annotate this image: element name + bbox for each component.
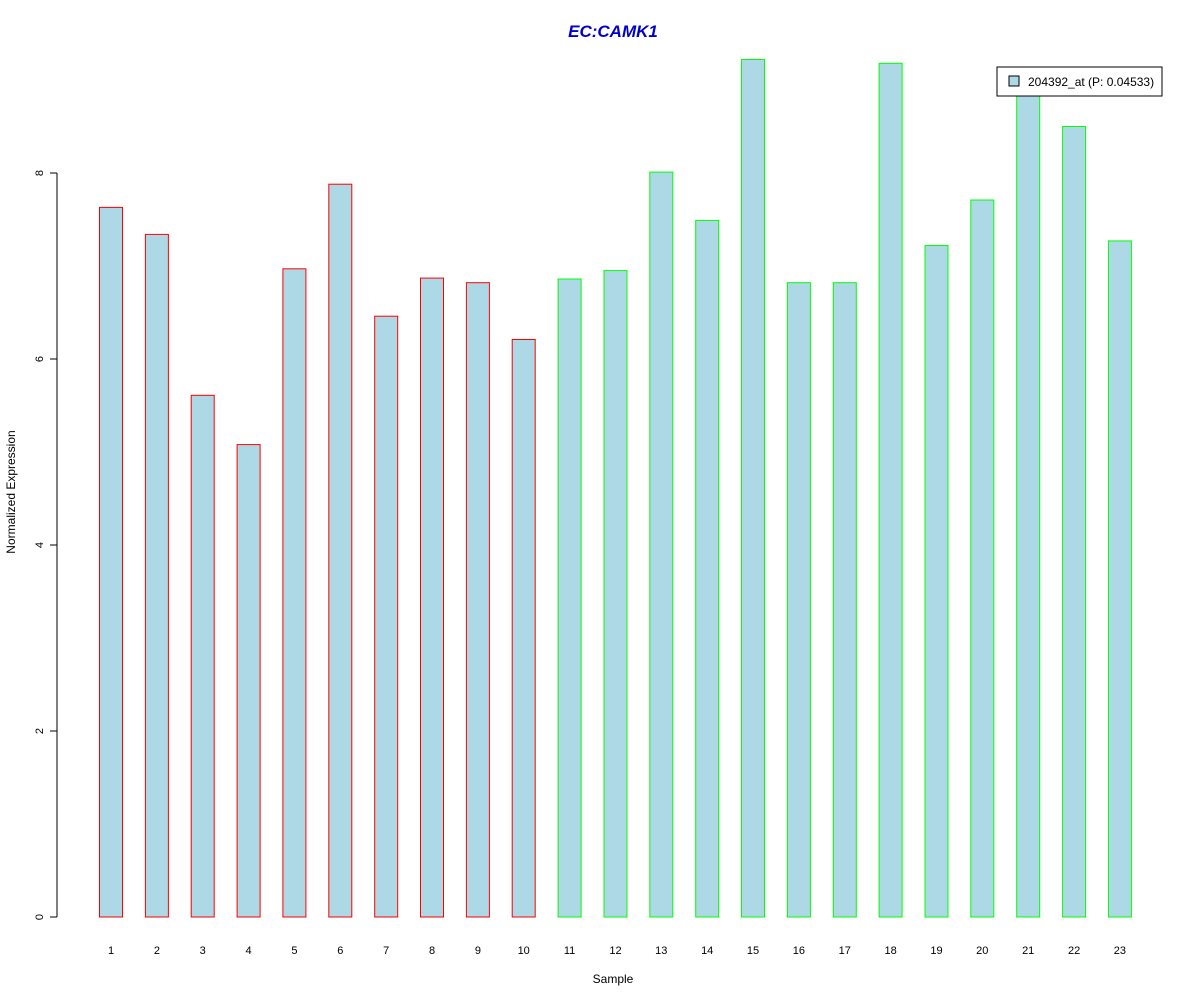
- bar-sample-4: [236, 444, 261, 918]
- bar-sample-10: [511, 339, 536, 918]
- bar-sample-3: [190, 394, 215, 918]
- bars-group: [99, 59, 1132, 918]
- x-tick-label-9: 9: [475, 945, 481, 957]
- bar-sample-15: [741, 59, 765, 918]
- x-tick-label-16: 16: [793, 945, 805, 957]
- y-tick-label: 4: [34, 542, 46, 548]
- x-tick-label-23: 23: [1114, 945, 1126, 957]
- bar-sample-13: [649, 171, 674, 918]
- x-tick-label-14: 14: [701, 945, 713, 957]
- bar-sample-16: [786, 282, 811, 918]
- legend-swatch: [1008, 75, 1020, 87]
- y-axis-label: Normalized Expression: [4, 430, 18, 553]
- x-tick-label-12: 12: [609, 945, 621, 957]
- bar-sample-9: [465, 282, 490, 918]
- bar-sample-23: [1107, 240, 1132, 918]
- bar-sample-7: [374, 315, 399, 918]
- legend-label: 204392_at (P: 0.04533): [1028, 75, 1154, 89]
- x-tick-label-11: 11: [564, 945, 575, 957]
- legend: 204392_at (P: 0.04533): [996, 66, 1163, 97]
- x-axis-label: Sample: [593, 972, 634, 986]
- x-tick-label-1: 1: [108, 945, 114, 957]
- y-axis: 0 2 4 6 8: [34, 170, 58, 920]
- x-tick-label-4: 4: [246, 945, 252, 957]
- y-tick-label: 6: [34, 356, 46, 362]
- x-tick-label-13: 13: [655, 945, 667, 957]
- bar-sample-22: [1062, 126, 1087, 918]
- x-tick-label-17: 17: [839, 945, 851, 957]
- x-tick-label-5: 5: [291, 945, 297, 957]
- x-tick-label-18: 18: [884, 945, 896, 957]
- bar-sample-19: [924, 245, 949, 918]
- bar-sample-5: [282, 268, 307, 918]
- bar-sample-1: [99, 206, 123, 918]
- x-tick-label-3: 3: [200, 945, 206, 957]
- bar-sample-2: [144, 233, 169, 918]
- x-tick-label-21: 21: [1022, 945, 1034, 957]
- bar-sample-12: [603, 270, 628, 918]
- bar-sample-8: [420, 277, 444, 918]
- bar-sample-21: [1016, 86, 1041, 918]
- x-tick-labels: 1 2 3 4 5 6 7 8 9 10 11 12 13 14 15 16 17 18 19 20 21 22 23: [108, 945, 1126, 957]
- x-tick-label-15: 15: [747, 945, 759, 957]
- y-tick-label: 0: [34, 914, 46, 920]
- x-tick-label-22: 22: [1068, 945, 1080, 957]
- x-tick-label-19: 19: [930, 945, 942, 957]
- bar-sample-20: [970, 199, 995, 918]
- x-tick-label-8: 8: [429, 945, 435, 957]
- x-tick-label-6: 6: [337, 945, 343, 957]
- x-tick-label-10: 10: [518, 945, 530, 957]
- y-tick-label: 2: [34, 728, 46, 734]
- chart-title: EC:CAMK1: [568, 22, 658, 41]
- legend-box: [996, 66, 1163, 97]
- x-tick-label-20: 20: [976, 945, 988, 957]
- x-tick-label-2: 2: [154, 945, 160, 957]
- y-tick-label: 8: [34, 170, 46, 176]
- bar-sample-17: [832, 282, 857, 918]
- x-tick-label-7: 7: [383, 945, 389, 957]
- bar-sample-11: [557, 278, 582, 918]
- bar-sample-6: [328, 183, 353, 918]
- bar-sample-14: [695, 219, 720, 918]
- bar-sample-18: [878, 62, 903, 918]
